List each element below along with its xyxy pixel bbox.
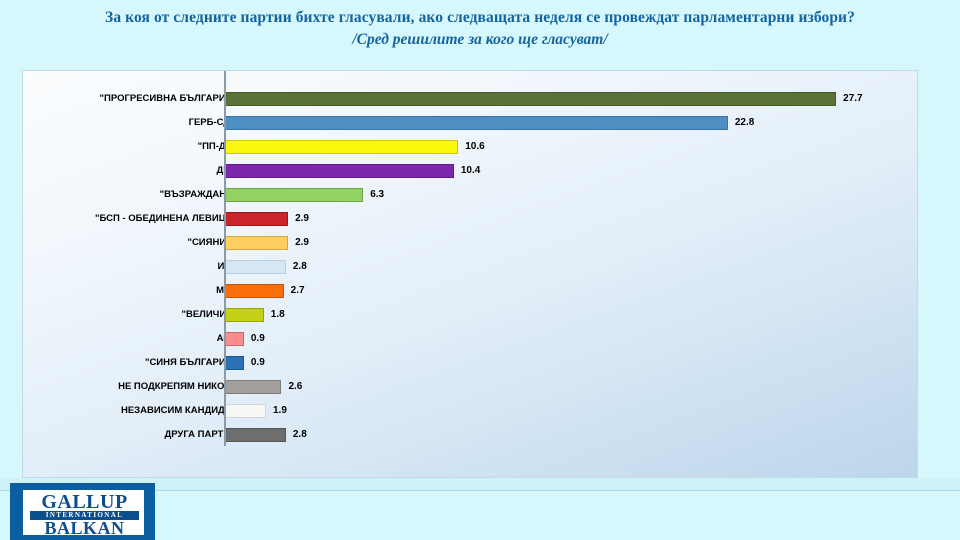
- bar-row: АПС 0.9: [23, 327, 889, 351]
- title-block: За коя от следните партии бихте гласувал…: [0, 0, 960, 60]
- category-label: "ВЕЛИЧИЕ": [181, 309, 237, 320]
- category-label: "СИНЯ БЪЛГАРИЯ": [144, 357, 237, 368]
- bar: [224, 140, 459, 154]
- bar-value-label: 2.8: [292, 261, 307, 272]
- bar: [224, 92, 837, 106]
- category-label: НЕ ПОДКРЕПЯМ НИКОГО: [118, 381, 237, 392]
- bar-value-label: 1.8: [270, 309, 285, 320]
- category-label: "ПП-ДБ": [197, 141, 237, 152]
- bar-row: "ВЕЛИЧИЕ" 1.8: [23, 303, 889, 327]
- bar-wrapper: 1.8: [224, 303, 889, 327]
- bar-value-label: 6.3: [370, 189, 385, 200]
- category-label: ИТН: [33, 255, 243, 279]
- bar-row: МЕЧ 2.7: [23, 279, 889, 303]
- bar-wrapper: 10.6: [224, 135, 889, 159]
- page-title: За коя от следните партии бихте гласувал…: [105, 9, 855, 26]
- category-label: "ПРОГРЕСИВНА БЪЛГАРИЯ": [99, 93, 237, 104]
- bar-row: "СИНЯ БЪЛГАРИЯ" 0.9: [23, 351, 889, 375]
- bar-value-label: 1.9: [272, 405, 287, 416]
- bar-wrapper: 2.8: [224, 423, 889, 447]
- bar-wrapper: 1.9: [224, 399, 889, 423]
- bar-row: ДРУГА ПАРТИЯ 2.8: [23, 423, 889, 447]
- logo-text-gallup: GALLUP: [41, 491, 128, 513]
- bar-wrapper: 22.8: [224, 111, 889, 135]
- category-label: НЕЗАВИСИМ КАНДИДАТ: [120, 405, 237, 416]
- bar-row: "ПП-ДБ" 10.6: [23, 135, 889, 159]
- category-axis-line: [224, 71, 226, 446]
- bar-wrapper: 10.4: [224, 159, 889, 183]
- bar-wrapper: 27.7: [224, 87, 889, 111]
- bar-wrapper: 2.9: [224, 231, 889, 255]
- bar-row: "ВЪЗРАЖДАНЕ" 6.3: [23, 183, 889, 207]
- bar-wrapper: 2.6: [224, 375, 889, 399]
- bar-value-label: 27.7: [843, 93, 863, 104]
- bar-value-label: 2.7: [290, 285, 305, 296]
- bar-value-label: 10.4: [460, 165, 481, 176]
- bar: [224, 260, 286, 274]
- bar: [224, 116, 728, 130]
- bar: [224, 428, 286, 442]
- category-label: "ВЪЗРАЖДАНЕ": [159, 189, 237, 200]
- bar-value-label: 2.9: [295, 237, 309, 248]
- bar-wrapper: 2.7: [224, 279, 889, 303]
- bar-wrapper: 2.9: [224, 207, 889, 231]
- bar-value-label: 10.6: [465, 141, 485, 152]
- bar-row: "СИЯНИЕ" 2.9: [23, 231, 889, 255]
- category-label: "БСП - ОБЕДИНЕНА ЛЕВИЦА": [94, 213, 237, 224]
- bar-value-label: 0.9: [250, 357, 265, 368]
- category-label: ГЕРБ-СДС: [188, 117, 237, 128]
- bar: [224, 284, 284, 298]
- bar-row: ГЕРБ-СДС 22.8: [23, 111, 889, 135]
- category-label: ДРУГА ПАРТИЯ: [164, 429, 237, 440]
- category-label: "СИЯНИЕ": [187, 237, 237, 248]
- gallup-logo: GALLUP INTERNATIONAL BALKAN: [10, 483, 155, 540]
- category-label: АПС: [33, 327, 243, 351]
- bar-row: ДПС 10.4: [23, 159, 889, 183]
- bar: [224, 188, 364, 202]
- category-label: МЕЧ: [33, 279, 243, 303]
- bar: [224, 404, 266, 418]
- bar-wrapper: 0.9: [224, 351, 889, 375]
- bar: [224, 236, 289, 250]
- bar-row: "ПРОГРЕСИВНА БЪЛГАРИЯ" 27.7: [23, 87, 889, 111]
- bar-wrapper: 6.3: [224, 183, 889, 207]
- bar: [224, 332, 244, 346]
- gallup-logo-inner: GALLUP INTERNATIONAL BALKAN: [23, 490, 144, 538]
- logo-text-balkan: BALKAN: [44, 518, 125, 538]
- footer-band: [0, 478, 960, 490]
- bar: [224, 380, 282, 394]
- bar: [224, 356, 244, 370]
- bar-value-label: 2.9: [295, 213, 309, 224]
- bar-value-label: 2.6: [288, 381, 303, 392]
- bar-row: НЕ ПОДКРЕПЯМ НИКОГО 2.6: [23, 375, 889, 399]
- bar-value-label: 2.8: [292, 429, 307, 440]
- bar-row: НЕЗАВИСИМ КАНДИДАТ 1.9: [23, 399, 889, 423]
- bar-wrapper: 2.8: [224, 255, 889, 279]
- bar: [224, 164, 454, 178]
- plot-area: "ПРОГРЕСИВНА БЪЛГАРИЯ" 27.7 ГЕРБ-СДС 22.8 "П…: [23, 71, 889, 446]
- page-subtitle: /Сред решилите за кого ще гласуват/: [352, 31, 608, 48]
- bar: [224, 308, 264, 322]
- footer-divider: [0, 490, 960, 491]
- bar-wrapper: 0.9: [224, 327, 889, 351]
- bar-row: "БСП - ОБЕДИНЕНА ЛЕВИЦА" 2.9: [23, 207, 889, 231]
- bar: [224, 212, 289, 226]
- bar-row: ИТН 2.8: [23, 255, 889, 279]
- bar-value-label: 22.8: [734, 117, 755, 128]
- logo-text-international: INTERNATIONAL: [30, 511, 139, 520]
- chart-panel: "ПРОГРЕСИВНА БЪЛГАРИЯ" 27.7 ГЕРБ-СДС 22.8 "П…: [22, 70, 918, 478]
- bar-value-label: 0.9: [250, 333, 265, 344]
- category-label: ДПС: [33, 159, 243, 183]
